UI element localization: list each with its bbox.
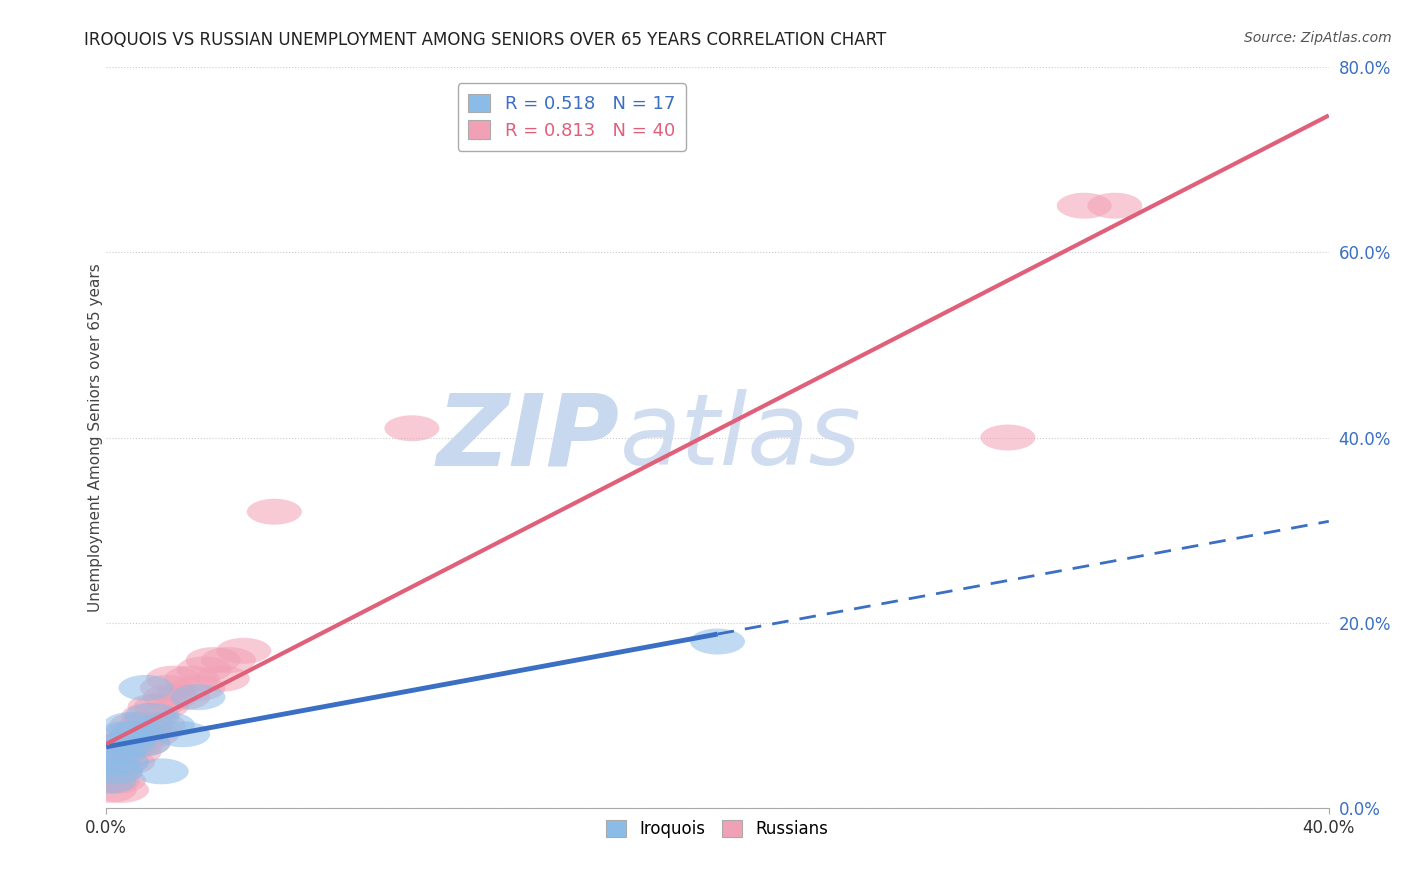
Ellipse shape bbox=[89, 758, 143, 784]
Ellipse shape bbox=[84, 749, 139, 775]
Ellipse shape bbox=[103, 722, 159, 747]
Ellipse shape bbox=[384, 416, 440, 442]
Ellipse shape bbox=[97, 722, 152, 747]
Ellipse shape bbox=[155, 684, 209, 710]
Ellipse shape bbox=[201, 647, 256, 673]
Ellipse shape bbox=[103, 712, 159, 738]
Ellipse shape bbox=[91, 768, 146, 794]
Ellipse shape bbox=[143, 684, 198, 710]
Ellipse shape bbox=[195, 665, 250, 691]
Ellipse shape bbox=[980, 425, 1035, 450]
Ellipse shape bbox=[84, 749, 139, 775]
Ellipse shape bbox=[139, 675, 195, 701]
Ellipse shape bbox=[128, 693, 183, 720]
Ellipse shape bbox=[110, 722, 165, 747]
Ellipse shape bbox=[165, 665, 219, 691]
Ellipse shape bbox=[177, 657, 232, 682]
Ellipse shape bbox=[107, 739, 162, 766]
Ellipse shape bbox=[1057, 193, 1112, 219]
Legend: Iroquois, Russians: Iroquois, Russians bbox=[600, 814, 835, 845]
Ellipse shape bbox=[247, 499, 302, 524]
Text: atlas: atlas bbox=[620, 389, 862, 486]
Ellipse shape bbox=[134, 758, 188, 784]
Ellipse shape bbox=[121, 703, 177, 729]
Ellipse shape bbox=[84, 768, 139, 794]
Text: ZIP: ZIP bbox=[437, 389, 620, 486]
Ellipse shape bbox=[82, 768, 136, 794]
Ellipse shape bbox=[100, 749, 155, 775]
Ellipse shape bbox=[110, 731, 165, 756]
Text: Source: ZipAtlas.com: Source: ZipAtlas.com bbox=[1244, 31, 1392, 45]
Ellipse shape bbox=[1087, 193, 1142, 219]
Ellipse shape bbox=[115, 731, 170, 756]
Ellipse shape bbox=[186, 647, 240, 673]
Ellipse shape bbox=[94, 749, 149, 775]
Ellipse shape bbox=[91, 739, 146, 766]
Ellipse shape bbox=[690, 629, 745, 655]
Ellipse shape bbox=[115, 731, 170, 756]
Ellipse shape bbox=[139, 712, 195, 738]
Ellipse shape bbox=[134, 693, 188, 720]
Ellipse shape bbox=[125, 703, 180, 729]
Ellipse shape bbox=[110, 712, 165, 738]
Ellipse shape bbox=[125, 722, 180, 747]
Ellipse shape bbox=[112, 722, 167, 747]
Ellipse shape bbox=[118, 675, 173, 701]
Ellipse shape bbox=[100, 731, 155, 756]
Ellipse shape bbox=[94, 749, 149, 775]
Ellipse shape bbox=[89, 758, 143, 784]
Ellipse shape bbox=[118, 712, 173, 738]
Ellipse shape bbox=[100, 731, 155, 756]
Ellipse shape bbox=[89, 739, 143, 766]
Ellipse shape bbox=[97, 731, 152, 756]
Ellipse shape bbox=[94, 777, 149, 803]
Ellipse shape bbox=[146, 665, 201, 691]
Y-axis label: Unemployment Among Seniors over 65 years: Unemployment Among Seniors over 65 years bbox=[87, 263, 103, 612]
Ellipse shape bbox=[82, 758, 136, 784]
Ellipse shape bbox=[131, 712, 186, 738]
Text: IROQUOIS VS RUSSIAN UNEMPLOYMENT AMONG SENIORS OVER 65 YEARS CORRELATION CHART: IROQUOIS VS RUSSIAN UNEMPLOYMENT AMONG S… bbox=[84, 31, 887, 49]
Ellipse shape bbox=[170, 684, 225, 710]
Ellipse shape bbox=[82, 777, 136, 803]
Ellipse shape bbox=[155, 722, 209, 747]
Ellipse shape bbox=[217, 638, 271, 664]
Ellipse shape bbox=[170, 675, 225, 701]
